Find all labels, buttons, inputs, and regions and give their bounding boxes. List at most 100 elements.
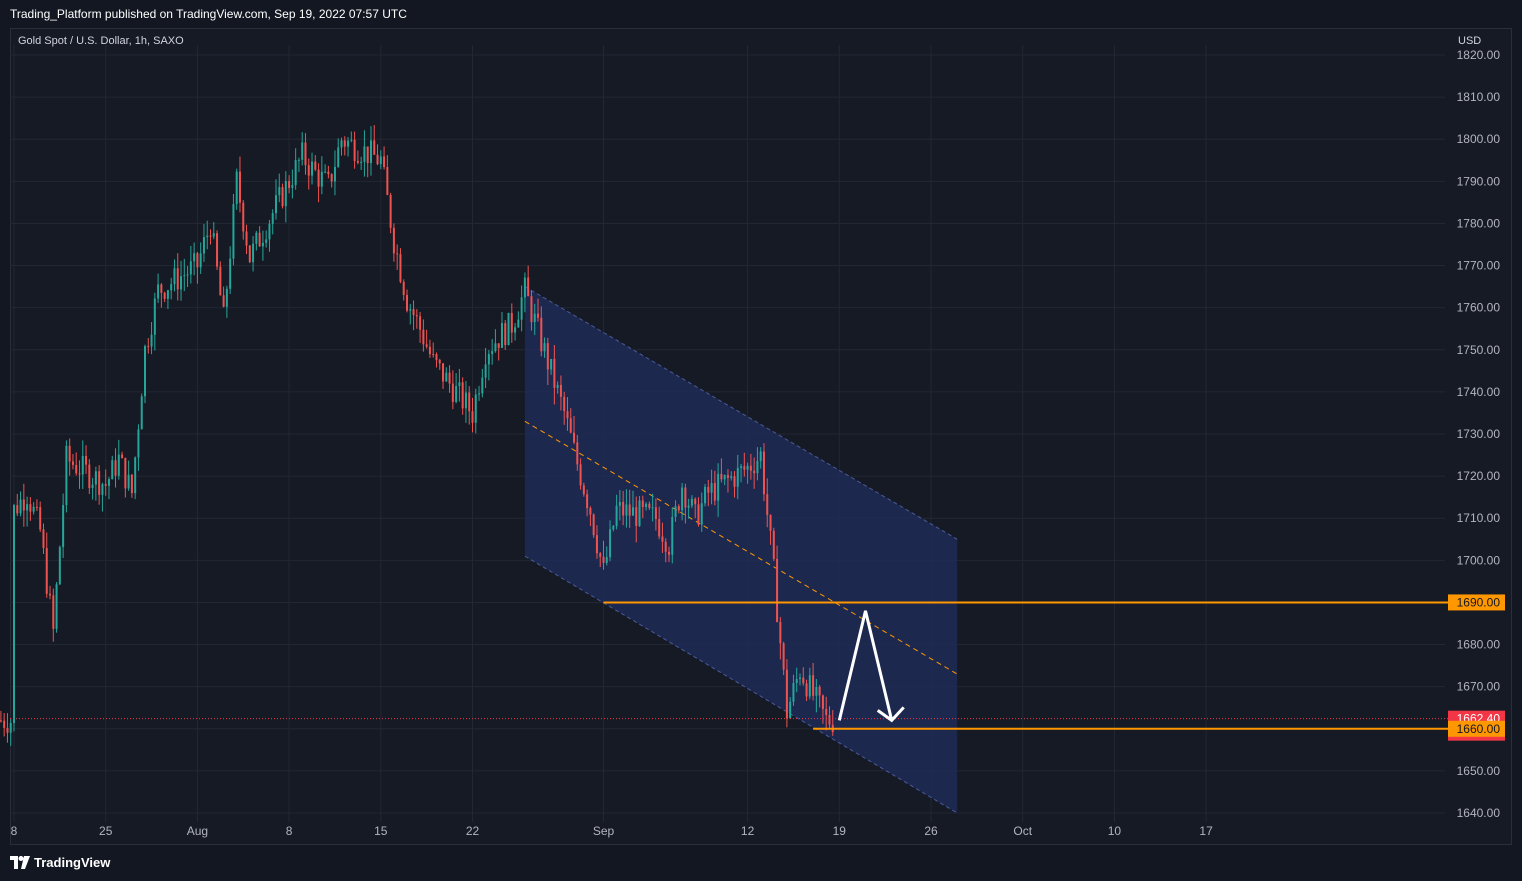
- y-tick-label: 1680.00: [1457, 638, 1501, 652]
- candle-body: [337, 147, 340, 167]
- candle-body: [671, 516, 674, 555]
- parallel-channel[interactable]: [524, 286, 958, 814]
- candle-body: [32, 506, 35, 512]
- candle-body: [111, 460, 114, 480]
- bottom-bar: [0, 846, 1522, 881]
- candle-body: [582, 485, 585, 495]
- channel-median-line[interactable]: [524, 420, 958, 675]
- candle-body: [717, 473, 720, 501]
- channel-fill[interactable]: [524, 286, 958, 814]
- level-badge-1660-bg: [1448, 720, 1505, 737]
- projection-zigzag[interactable]: [837, 610, 894, 721]
- candle-body: [347, 140, 350, 147]
- horizontal-levels[interactable]: [10, 601, 1448, 730]
- candle-body: [58, 547, 61, 585]
- candle-body: [730, 476, 733, 478]
- candle-body: [291, 185, 294, 188]
- candle-body: [422, 329, 425, 345]
- candle-body: [196, 253, 199, 268]
- candle-body: [353, 139, 356, 161]
- candle-body: [520, 297, 523, 320]
- candle-body: [117, 454, 120, 476]
- candle-body: [406, 295, 408, 311]
- candle-body: [193, 253, 196, 262]
- candle-body: [523, 277, 526, 298]
- candle-body: [808, 675, 811, 697]
- candle-body: [599, 553, 602, 557]
- candle-body: [697, 504, 700, 525]
- candle-body: [694, 498, 697, 505]
- candle-body: [615, 505, 618, 527]
- candle-body: [553, 358, 556, 388]
- candle-body: [75, 464, 78, 474]
- candle-body: [314, 161, 317, 170]
- candle-body: [163, 292, 166, 299]
- candle-body: [252, 243, 255, 263]
- candle-body: [749, 465, 752, 471]
- candle-body: [504, 323, 507, 346]
- x-tick-label: Sep: [593, 824, 615, 838]
- candle-body: [85, 455, 88, 465]
- candle-body: [595, 535, 598, 554]
- candle-body: [792, 683, 795, 702]
- candle-body: [366, 146, 369, 164]
- candle-body: [49, 593, 52, 596]
- candle-body: [435, 354, 438, 360]
- candle-body: [710, 483, 713, 493]
- x-tick-label: 8: [286, 824, 293, 838]
- candle-body: [333, 166, 336, 182]
- candle-body: [415, 315, 418, 317]
- candle-body: [530, 296, 533, 323]
- x-tick-label: Aug: [187, 824, 208, 838]
- x-tick-label: 22: [466, 824, 480, 838]
- candle-body: [238, 171, 241, 203]
- candle-body: [396, 253, 399, 255]
- x-tick-label: 15: [374, 824, 388, 838]
- y-tick-label: 1640.00: [1457, 806, 1501, 820]
- candle-body: [527, 277, 530, 297]
- candle-body: [258, 232, 261, 247]
- candle-body: [438, 359, 441, 364]
- candle-body: [52, 595, 55, 629]
- candle-body: [586, 494, 589, 509]
- candle-body: [278, 187, 281, 196]
- candle-body: [275, 195, 277, 214]
- candle-body: [6, 727, 9, 733]
- candle-body: [713, 483, 716, 501]
- candle-body: [828, 715, 831, 725]
- y-tick-label: 1710.00: [1457, 511, 1501, 525]
- symbol-title[interactable]: Gold Spot / U.S. Dollar, 1h, SAXO: [18, 35, 184, 47]
- candle-body: [173, 268, 176, 285]
- candle-body: [383, 156, 386, 168]
- candle-body: [743, 466, 746, 470]
- tradingview-logo[interactable]: TradingView: [10, 855, 110, 870]
- y-tick-label: 1800.00: [1457, 132, 1501, 146]
- currency-label: USD: [1458, 35, 1482, 47]
- y-tick-label: 1700.00: [1457, 553, 1501, 567]
- candle-body: [641, 500, 644, 507]
- top-bar: Trading_Platform published on TradingVie…: [0, 0, 1522, 28]
- projection-arrow[interactable]: [837, 610, 905, 723]
- candle-body: [726, 474, 729, 478]
- candle-body: [373, 140, 376, 155]
- candle-body: [212, 233, 215, 237]
- candle-body: [222, 295, 225, 307]
- candle-body: [769, 514, 772, 531]
- candle-body: [661, 536, 664, 542]
- candle-body: [687, 505, 690, 508]
- candle-body: [517, 319, 520, 328]
- candle-body: [284, 181, 287, 207]
- projection-arrowhead[interactable]: [876, 706, 905, 723]
- candle-body: [720, 473, 723, 480]
- candle-body: [602, 556, 605, 563]
- candle-body: [55, 584, 58, 629]
- candle-body: [458, 382, 461, 386]
- candle-body: [537, 313, 539, 318]
- candle-body: [189, 261, 192, 275]
- candle-body: [81, 455, 84, 475]
- y-tick-label: 1740.00: [1457, 385, 1501, 399]
- candle-body: [700, 503, 703, 525]
- candle-body: [753, 470, 756, 474]
- tradingview-logo-icon: [10, 856, 30, 869]
